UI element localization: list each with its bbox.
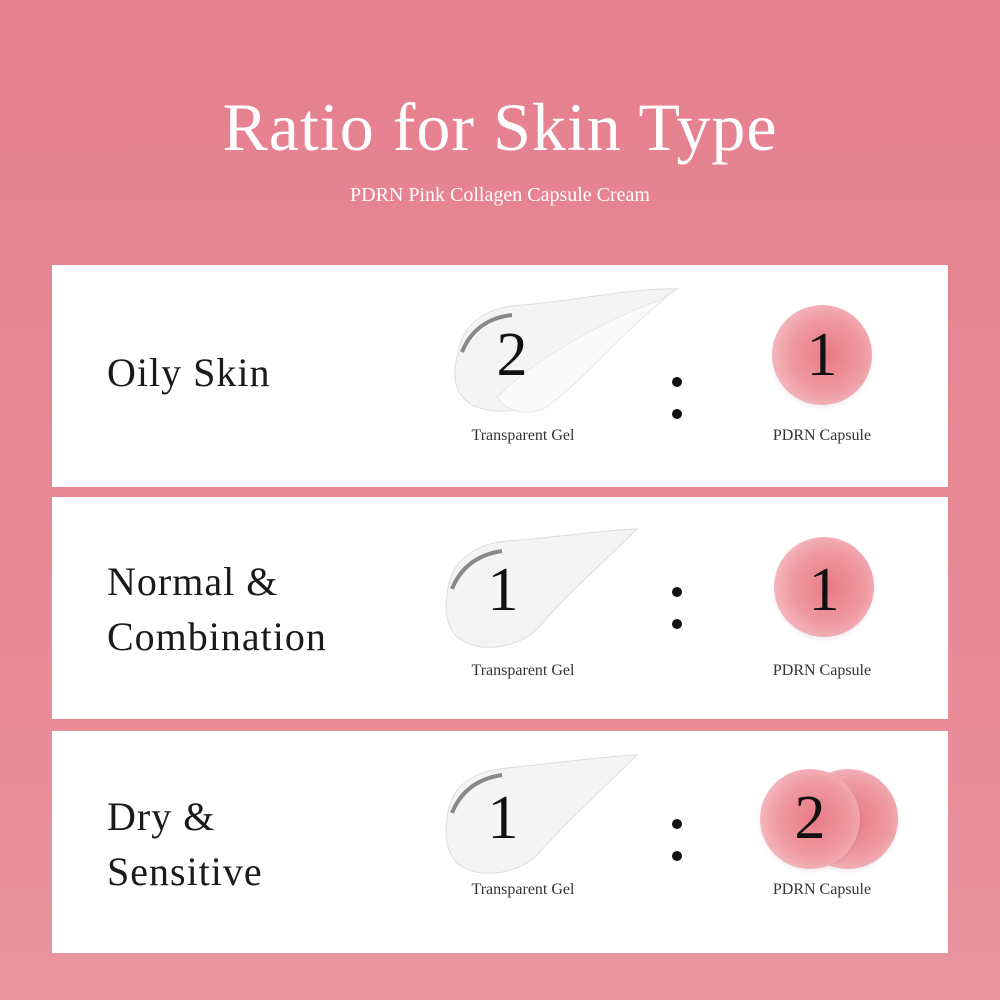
skin-line: Sensitive bbox=[107, 849, 263, 894]
capsule-label: PDRN Capsule bbox=[772, 881, 872, 898]
skin-type-label: Dry & Sensitive bbox=[107, 789, 263, 899]
gel-swatch-icon bbox=[454, 288, 679, 413]
capsule-label: PDRN Capsule bbox=[772, 427, 872, 444]
gel-ratio-number: 1 bbox=[487, 784, 519, 852]
skin-line: Combination bbox=[107, 614, 327, 659]
skin-type-label: Normal & Combination bbox=[107, 554, 327, 664]
page-title: Ratio for Skin Type bbox=[222, 89, 778, 165]
skin-type-label: Oily Skin bbox=[107, 345, 270, 400]
capsule-icon bbox=[774, 537, 874, 637]
skin-line: Oily Skin bbox=[107, 350, 271, 395]
page-subtitle: PDRN Pink Collagen Capsule Cream bbox=[350, 184, 650, 206]
skin-line: Normal & bbox=[107, 559, 279, 604]
capsule-ratio-number: 1 bbox=[806, 321, 838, 389]
capsule-icon bbox=[760, 769, 860, 869]
capsule-label: PDRN Capsule bbox=[772, 662, 872, 679]
capsule-ratio-number: 1 bbox=[808, 556, 840, 624]
capsule-ratio-number: 2 bbox=[794, 784, 826, 852]
ratio-colon bbox=[672, 819, 682, 883]
gel-ratio-number: 1 bbox=[487, 556, 519, 624]
ratio-card-normal: Normal & Combination 1 1 Transparent Gel … bbox=[52, 497, 948, 719]
capsule-icon bbox=[772, 305, 872, 405]
gel-label: Transparent Gel bbox=[471, 662, 575, 679]
gel-ratio-number: 2 bbox=[496, 321, 528, 389]
ratio-card-dry: Dry & Sensitive 1 2 Transparent Gel PDRN … bbox=[52, 731, 948, 953]
gel-label: Transparent Gel bbox=[471, 881, 575, 898]
ratio-card-oily: Oily Skin 2 1 Transparent Gel PDRN Capsu… bbox=[52, 265, 948, 487]
ratio-colon bbox=[672, 587, 682, 651]
gel-swatch-icon bbox=[445, 754, 639, 874]
ratio-colon bbox=[672, 377, 682, 441]
gel-swatch-icon bbox=[445, 528, 639, 648]
gel-label: Transparent Gel bbox=[471, 427, 575, 444]
skin-line: Dry & bbox=[107, 794, 216, 839]
